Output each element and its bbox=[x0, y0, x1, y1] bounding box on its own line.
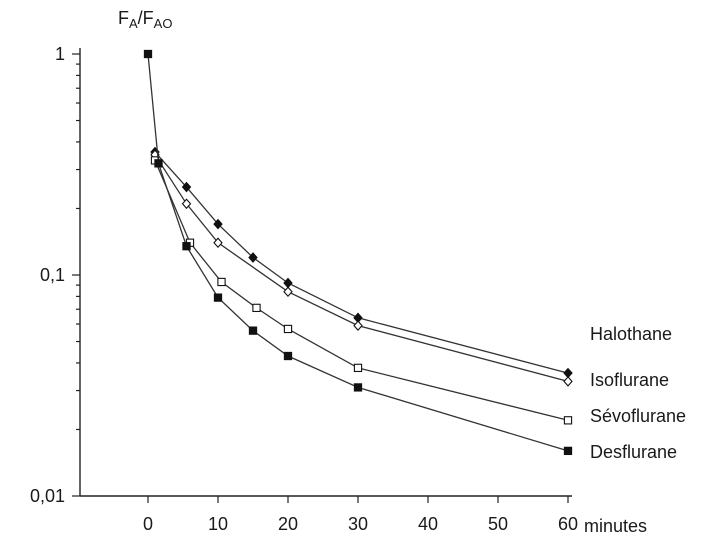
series-label: Halothane bbox=[590, 324, 672, 344]
data-point bbox=[213, 237, 223, 249]
data-point bbox=[213, 218, 223, 230]
data-point bbox=[283, 324, 293, 334]
series-label: Sévoflurane bbox=[590, 406, 686, 426]
x-tick-label: 60 bbox=[558, 514, 578, 534]
series-isoflurane bbox=[150, 149, 573, 387]
x-tick-label: 30 bbox=[348, 514, 368, 534]
series-desflurane bbox=[143, 49, 573, 456]
series-line bbox=[147, 53, 569, 452]
data-point bbox=[143, 49, 153, 59]
data-point bbox=[182, 242, 191, 251]
data-point bbox=[181, 181, 192, 193]
x-tick-label: 10 bbox=[208, 514, 228, 534]
y-axis-title: FA/FAO bbox=[118, 8, 172, 31]
data-point bbox=[353, 383, 363, 392]
y-tick-label: 0,1 bbox=[40, 265, 65, 285]
data-point bbox=[283, 286, 293, 298]
data-point bbox=[353, 320, 363, 331]
data-point bbox=[353, 363, 363, 373]
data-point bbox=[248, 252, 258, 263]
data-point bbox=[563, 446, 573, 456]
x-tick-label: 0 bbox=[143, 514, 153, 534]
data-point bbox=[213, 293, 223, 302]
data-point bbox=[217, 277, 226, 287]
y-tick-label: 0,01 bbox=[30, 486, 65, 506]
axes bbox=[72, 48, 572, 503]
series-line bbox=[154, 160, 569, 421]
x-tick-label: 20 bbox=[278, 514, 298, 534]
data-point bbox=[563, 376, 573, 387]
x-tick-label: 50 bbox=[488, 514, 508, 534]
data-point bbox=[283, 351, 293, 361]
x-axis-title: minutes bbox=[584, 516, 647, 536]
series-line bbox=[154, 154, 569, 383]
data-point bbox=[252, 303, 261, 313]
data-point bbox=[181, 198, 192, 210]
y-tick-label: 1 bbox=[55, 44, 65, 64]
data-point bbox=[154, 159, 163, 168]
series-line bbox=[154, 151, 569, 374]
data-point bbox=[248, 326, 258, 335]
series-layer bbox=[143, 49, 573, 456]
series-label: Isoflurane bbox=[590, 370, 669, 390]
data-point bbox=[283, 277, 293, 289]
labels-layer: 0 10 20 30 40 50 60 0,01 0,1 1 Halothane Isoflurane… bbox=[30, 44, 686, 534]
series-halothane bbox=[150, 146, 573, 379]
x-tick-label: 40 bbox=[418, 514, 438, 534]
data-point bbox=[563, 416, 573, 425]
series-label: Desflurane bbox=[590, 442, 677, 462]
